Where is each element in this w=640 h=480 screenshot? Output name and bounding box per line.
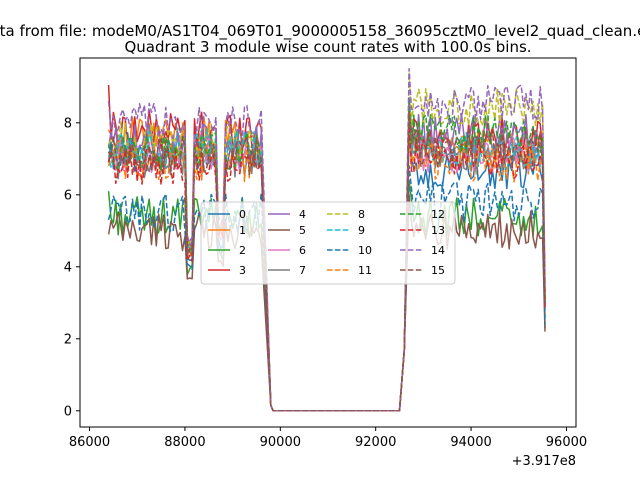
legend-label-2: 2 — [239, 244, 246, 257]
y-axis: 0 2 4 6 8 — [64, 116, 80, 419]
y-tick-label: 6 — [64, 188, 72, 203]
x-axis-offset-label: +3.917e8 — [512, 454, 576, 469]
legend-label-13: 13 — [431, 224, 445, 237]
series-line-14 — [107, 68, 546, 412]
legend-label-15: 15 — [431, 264, 445, 277]
legend-label-14: 14 — [431, 244, 445, 257]
legend-label-9: 9 — [358, 224, 365, 237]
series-line-15 — [107, 111, 546, 412]
x-tick-label: 92000 — [355, 435, 396, 450]
x-tick-label: 94000 — [450, 435, 491, 450]
y-tick-label: 0 — [64, 404, 72, 419]
plot-frame — [79, 57, 577, 428]
legend-label-10: 10 — [358, 244, 372, 257]
y-tick-label: 8 — [64, 116, 72, 131]
series-line-11 — [107, 125, 546, 412]
series-line-9 — [107, 114, 546, 412]
chart-suptitle: Data from file: modeM0/AS1T04_069T01_900… — [0, 22, 640, 41]
legend-label-3: 3 — [239, 264, 246, 277]
x-tick-label: 90000 — [260, 435, 301, 450]
legend-box — [200, 201, 456, 285]
chart-title: Quadrant 3 module wise count rates with … — [124, 38, 531, 56]
legend-label-0: 0 — [239, 208, 246, 221]
legend-label-8: 8 — [358, 208, 365, 221]
legend-label-11: 11 — [358, 264, 372, 277]
y-tick-label: 4 — [64, 260, 72, 275]
x-tick-label: 88000 — [164, 435, 205, 450]
series-line-12 — [107, 96, 546, 412]
legend-label-1: 1 — [239, 224, 246, 237]
legend-label-5: 5 — [299, 224, 306, 237]
x-axis: 86000 88000 90000 92000 94000 96000 — [69, 427, 587, 450]
x-tick-label: 96000 — [546, 435, 587, 450]
y-tick-label: 2 — [64, 332, 72, 347]
legend-label-12: 12 — [431, 208, 445, 221]
legend-label-6: 6 — [299, 244, 306, 257]
series-line-8 — [107, 71, 546, 412]
legend-label-4: 4 — [299, 208, 306, 221]
x-tick-label: 86000 — [69, 435, 110, 450]
legend-label-7: 7 — [299, 264, 306, 277]
